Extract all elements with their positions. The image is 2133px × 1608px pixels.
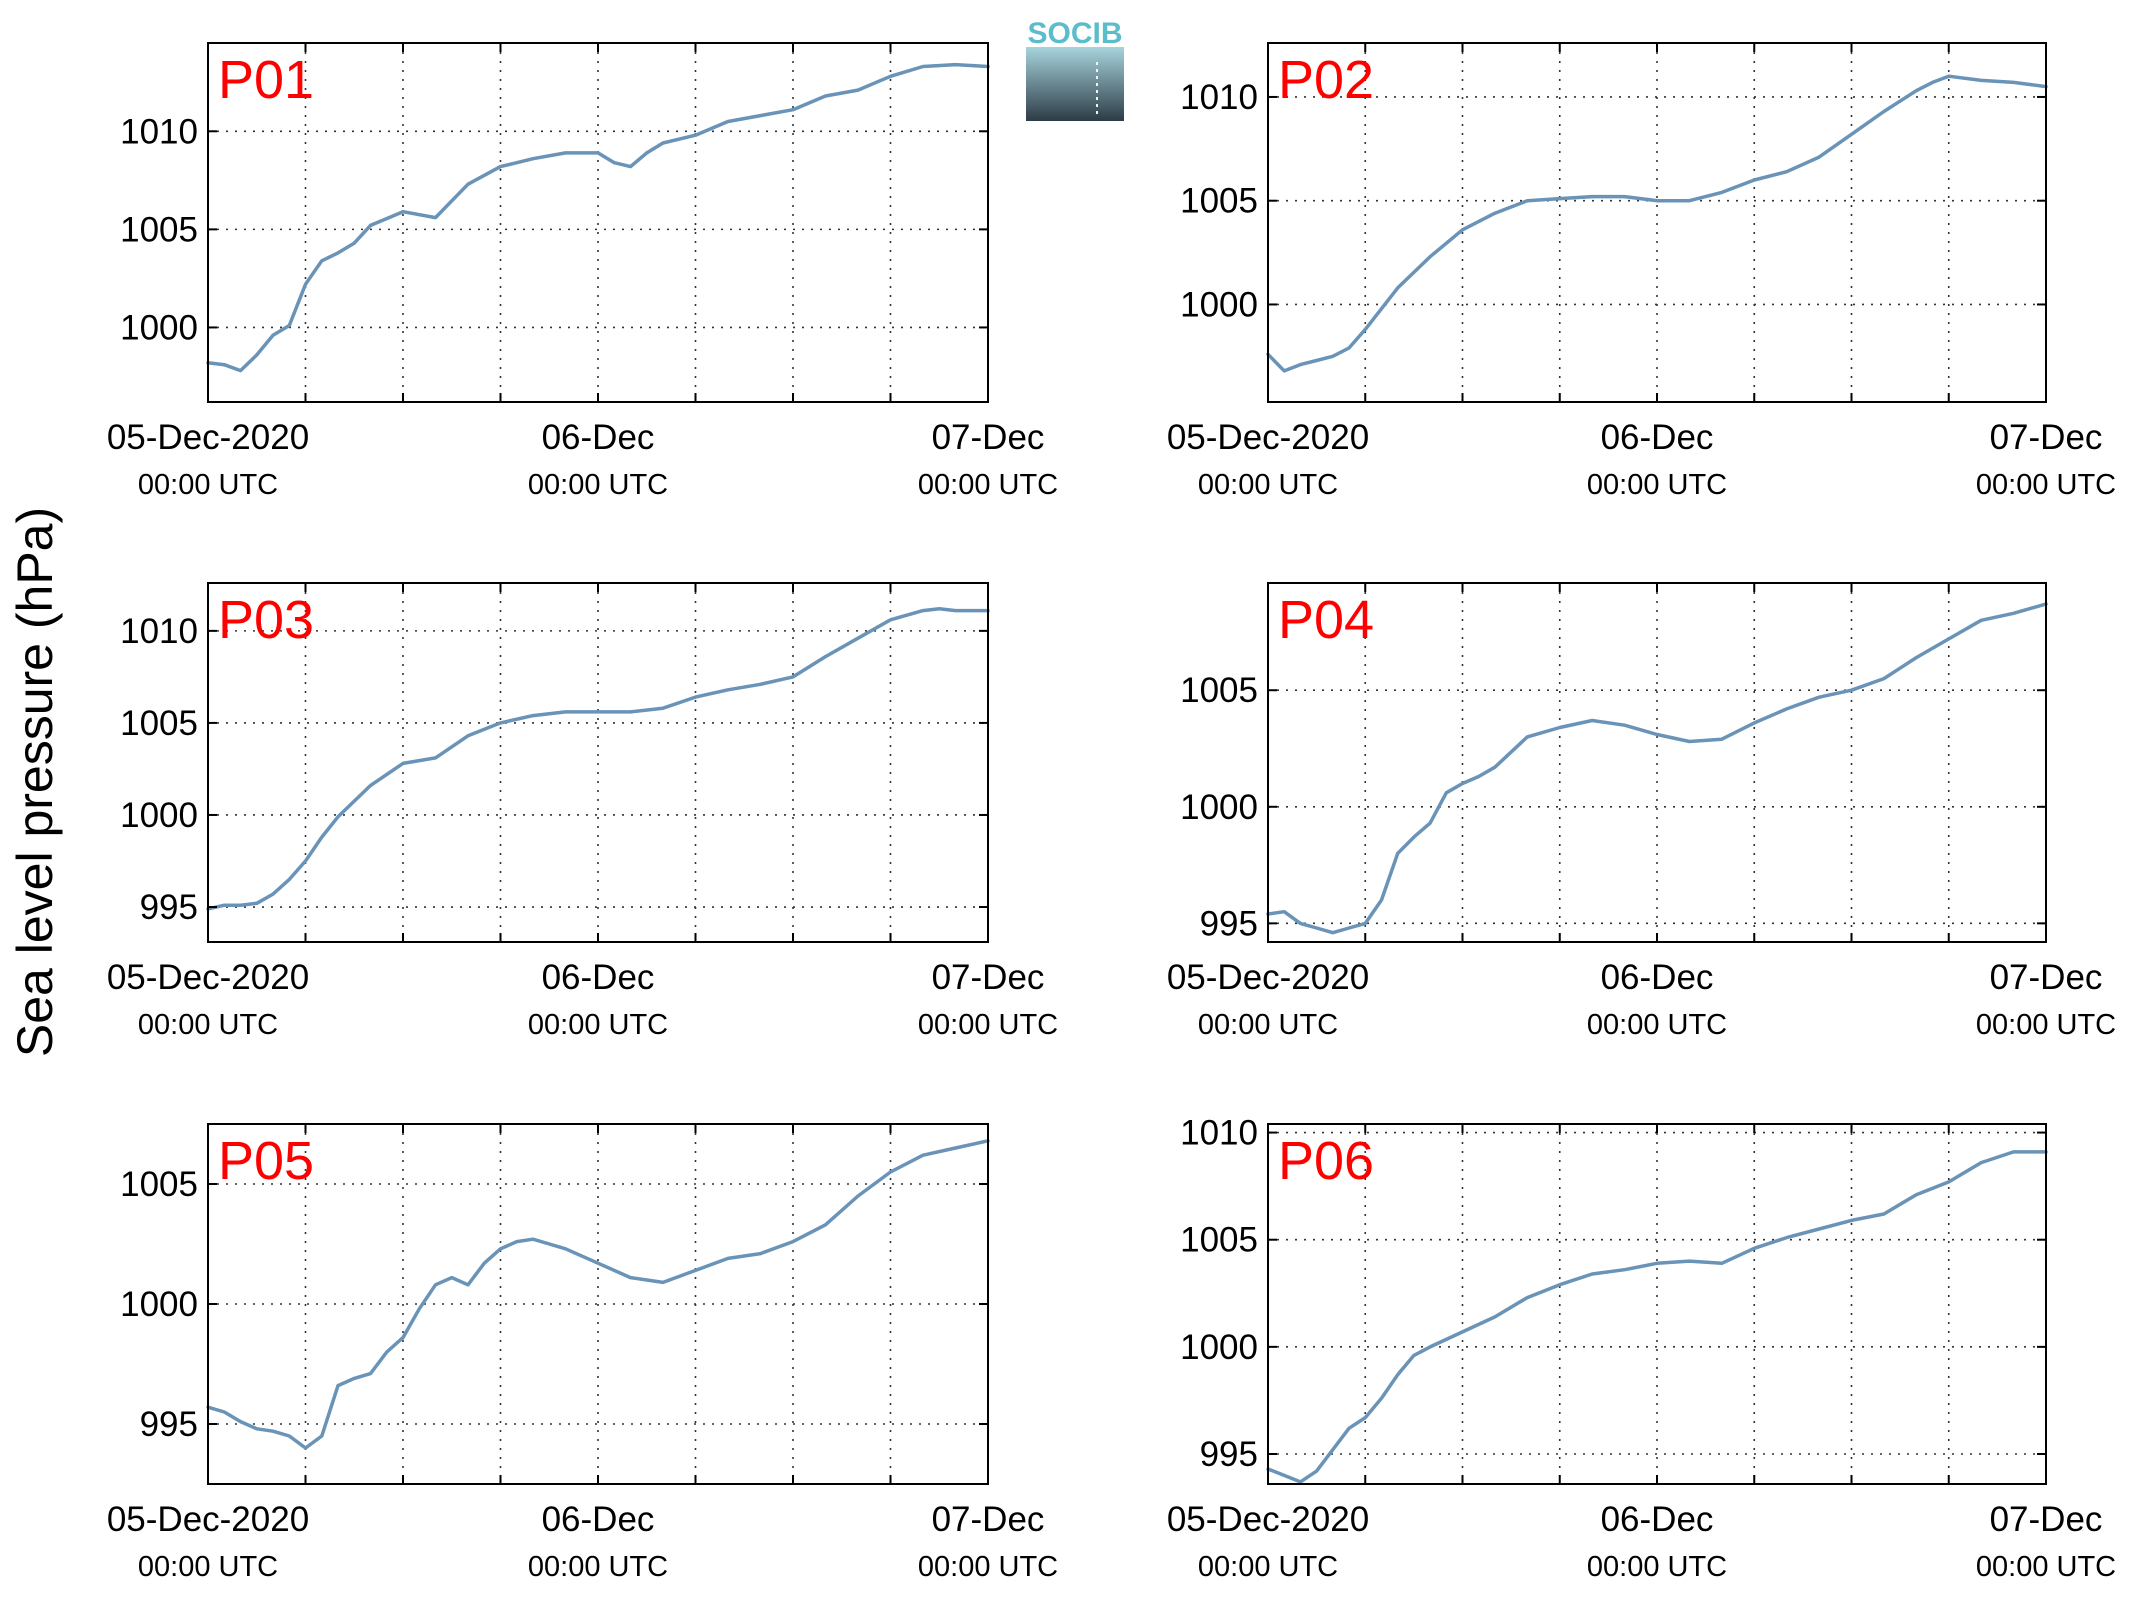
y-tick-label: 1005 [120,1165,198,1204]
x-tick-time-label: 00:00 UTC [1198,1551,1338,1583]
x-tick-date-label: 05-Dec-2020 [107,1500,309,1539]
y-tick-label: 1005 [1180,1221,1258,1260]
y-axis-label: Sea level pressure (hPa) [7,507,63,1057]
x-tick-time-label: 00:00 UTC [1976,469,2116,501]
x-tick-time-label: 00:00 UTC [138,1551,278,1583]
x-tick-date-label: 07-Dec [1990,958,2103,997]
panel-p02: 1000 1005 1010 05-Dec-2020 00:00 UTC 06-Dec 00… [1167,42,2116,501]
x-tick-time-label: 00:00 UTC [1976,1009,2116,1041]
y-tick-label: 995 [140,888,198,927]
y-tick-label: 1005 [1180,671,1258,710]
panel-label: P03 [218,590,314,650]
x-tick-date-label: 06-Dec [1601,958,1714,997]
pressure-series-line [206,607,990,911]
y-tick-label: 995 [1200,904,1258,943]
x-tick-time-label: 00:00 UTC [918,1551,1058,1583]
x-tick-time-label: 00:00 UTC [1587,469,1727,501]
x-tick-date-label: 05-Dec-2020 [107,418,309,457]
y-tick-label: 1000 [1180,1328,1258,1367]
panel-p05: 995 1000 1005 05-Dec-2020 00:00 UTC 06-Dec 00:… [107,1123,1058,1583]
x-tick-time-label: 00:00 UTC [1198,469,1338,501]
x-tick-time-label: 00:00 UTC [918,469,1058,501]
x-tick-date-label: 07-Dec [1990,418,2103,457]
x-tick-time-label: 00:00 UTC [138,469,278,501]
y-tick-label: 1005 [1180,182,1258,221]
y-tick-label: 1000 [120,308,198,347]
x-tick-date-label: 06-Dec [1601,418,1714,457]
pressure-series-line [206,62,990,373]
x-tick-time-label: 00:00 UTC [1587,1009,1727,1041]
y-tick-label: 1010 [1180,1114,1258,1153]
x-tick-time-label: 00:00 UTC [1587,1551,1727,1583]
plot-frame [207,42,989,403]
logo-text: SOCIB [1027,17,1122,50]
y-tick-label: 1005 [120,210,198,249]
pressure-series-line [1266,74,2048,373]
x-tick-date-label: 06-Dec [542,418,655,457]
socib-logo: SOCIB [1026,17,1124,121]
plot-frame [207,582,989,943]
x-tick-time-label: 00:00 UTC [1976,1551,2116,1583]
x-tick-date-label: 07-Dec [1990,1500,2103,1539]
x-tick-date-label: 07-Dec [932,1500,1045,1539]
y-tick-label: 1000 [1180,788,1258,827]
y-tick-label: 1000 [120,796,198,835]
pressure-series-line [1266,602,2048,935]
y-tick-label: 995 [140,1405,198,1444]
y-tick-label: 1000 [120,1285,198,1324]
x-tick-date-label: 07-Dec [932,418,1045,457]
panel-label: P02 [1278,50,1374,110]
panel-label: P04 [1278,590,1374,650]
x-tick-date-label: 06-Dec [1601,1500,1714,1539]
pressure-series-line [1266,1150,2048,1484]
x-tick-time-label: 00:00 UTC [138,1009,278,1041]
y-tick-label: 995 [1200,1435,1258,1474]
x-tick-date-label: 06-Dec [542,1500,655,1539]
panel-p06: 995 1000 1005 1010 05-Dec-2020 00:00 UTC 06-De… [1167,1114,2116,1583]
x-tick-time-label: 00:00 UTC [528,1009,668,1041]
x-tick-date-label: 05-Dec-2020 [1167,958,1369,997]
x-tick-date-label: 06-Dec [542,958,655,997]
y-tick-label: 1010 [1180,78,1258,117]
panel-p04: 995 1000 1005 05-Dec-2020 00:00 UTC 06-Dec 00:… [1167,582,2116,1041]
x-tick-date-label: 05-Dec-2020 [1167,418,1369,457]
panel-label: P05 [218,1131,314,1191]
pressure-series-line [206,1139,990,1450]
x-tick-time-label: 00:00 UTC [1198,1009,1338,1041]
x-tick-date-label: 05-Dec-2020 [1167,1500,1369,1539]
panel-label: P01 [218,50,314,110]
y-tick-label: 1000 [1180,285,1258,324]
x-tick-date-label: 05-Dec-2020 [107,958,309,997]
y-tick-label: 1005 [120,704,198,743]
x-tick-time-label: 00:00 UTC [528,1551,668,1583]
x-tick-time-label: 00:00 UTC [528,469,668,501]
x-tick-date-label: 07-Dec [932,958,1045,997]
panel-label: P06 [1278,1131,1374,1191]
y-tick-label: 1010 [120,112,198,151]
x-tick-time-label: 00:00 UTC [918,1009,1058,1041]
y-tick-label: 1010 [120,612,198,651]
panel-p03: 995 1000 1005 1010 05-Dec-2020 00:00 UTC 06-De… [107,582,1058,1041]
panel-p01: 1000 1005 1010 05-Dec-2020 00:00 UTC 06-Dec 00… [107,42,1058,501]
